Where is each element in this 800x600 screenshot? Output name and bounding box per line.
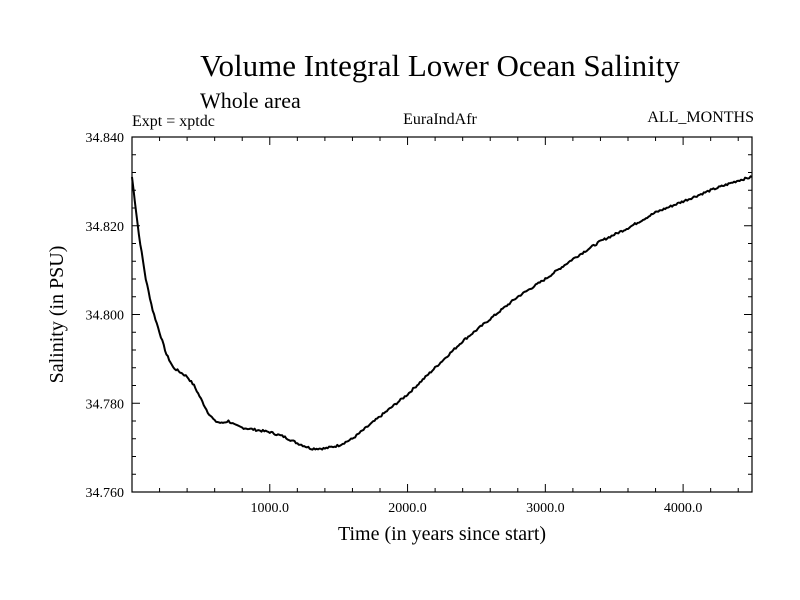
region-label: EuraIndAfr [403, 111, 477, 128]
x-tick-label: 1000.0 [251, 501, 290, 516]
y-tick-label: 34.840 [86, 131, 125, 146]
experiment-label: Expt = xptdc [132, 113, 215, 130]
x-axis-title: Time (in years since start) [338, 523, 546, 545]
y-tick-label: 34.800 [86, 309, 125, 324]
x-tick-label: 3000.0 [526, 501, 565, 516]
x-tick-label: 2000.0 [388, 501, 427, 516]
plot-frame [131, 136, 753, 493]
y-tick-label: 34.780 [86, 397, 125, 412]
series-line [131, 175, 753, 451]
y-axis-ticks: 34.760 34.780 34.800 34.820 34.840 [86, 131, 752, 501]
x-axis-ticks: 1000.0 2000.0 3000.0 4000.0 [159, 137, 739, 516]
y-tick-label: 34.760 [86, 486, 125, 501]
y-axis-title: Salinity (in PSU) [46, 246, 68, 384]
chart-subtitle: Whole area [200, 88, 301, 113]
y-tick-label: 34.820 [86, 220, 125, 235]
months-label: ALL_MONTHS [647, 109, 754, 126]
chart-title: Volume Integral Lower Ocean Salinity [200, 48, 680, 83]
x-tick-label: 4000.0 [664, 501, 703, 516]
